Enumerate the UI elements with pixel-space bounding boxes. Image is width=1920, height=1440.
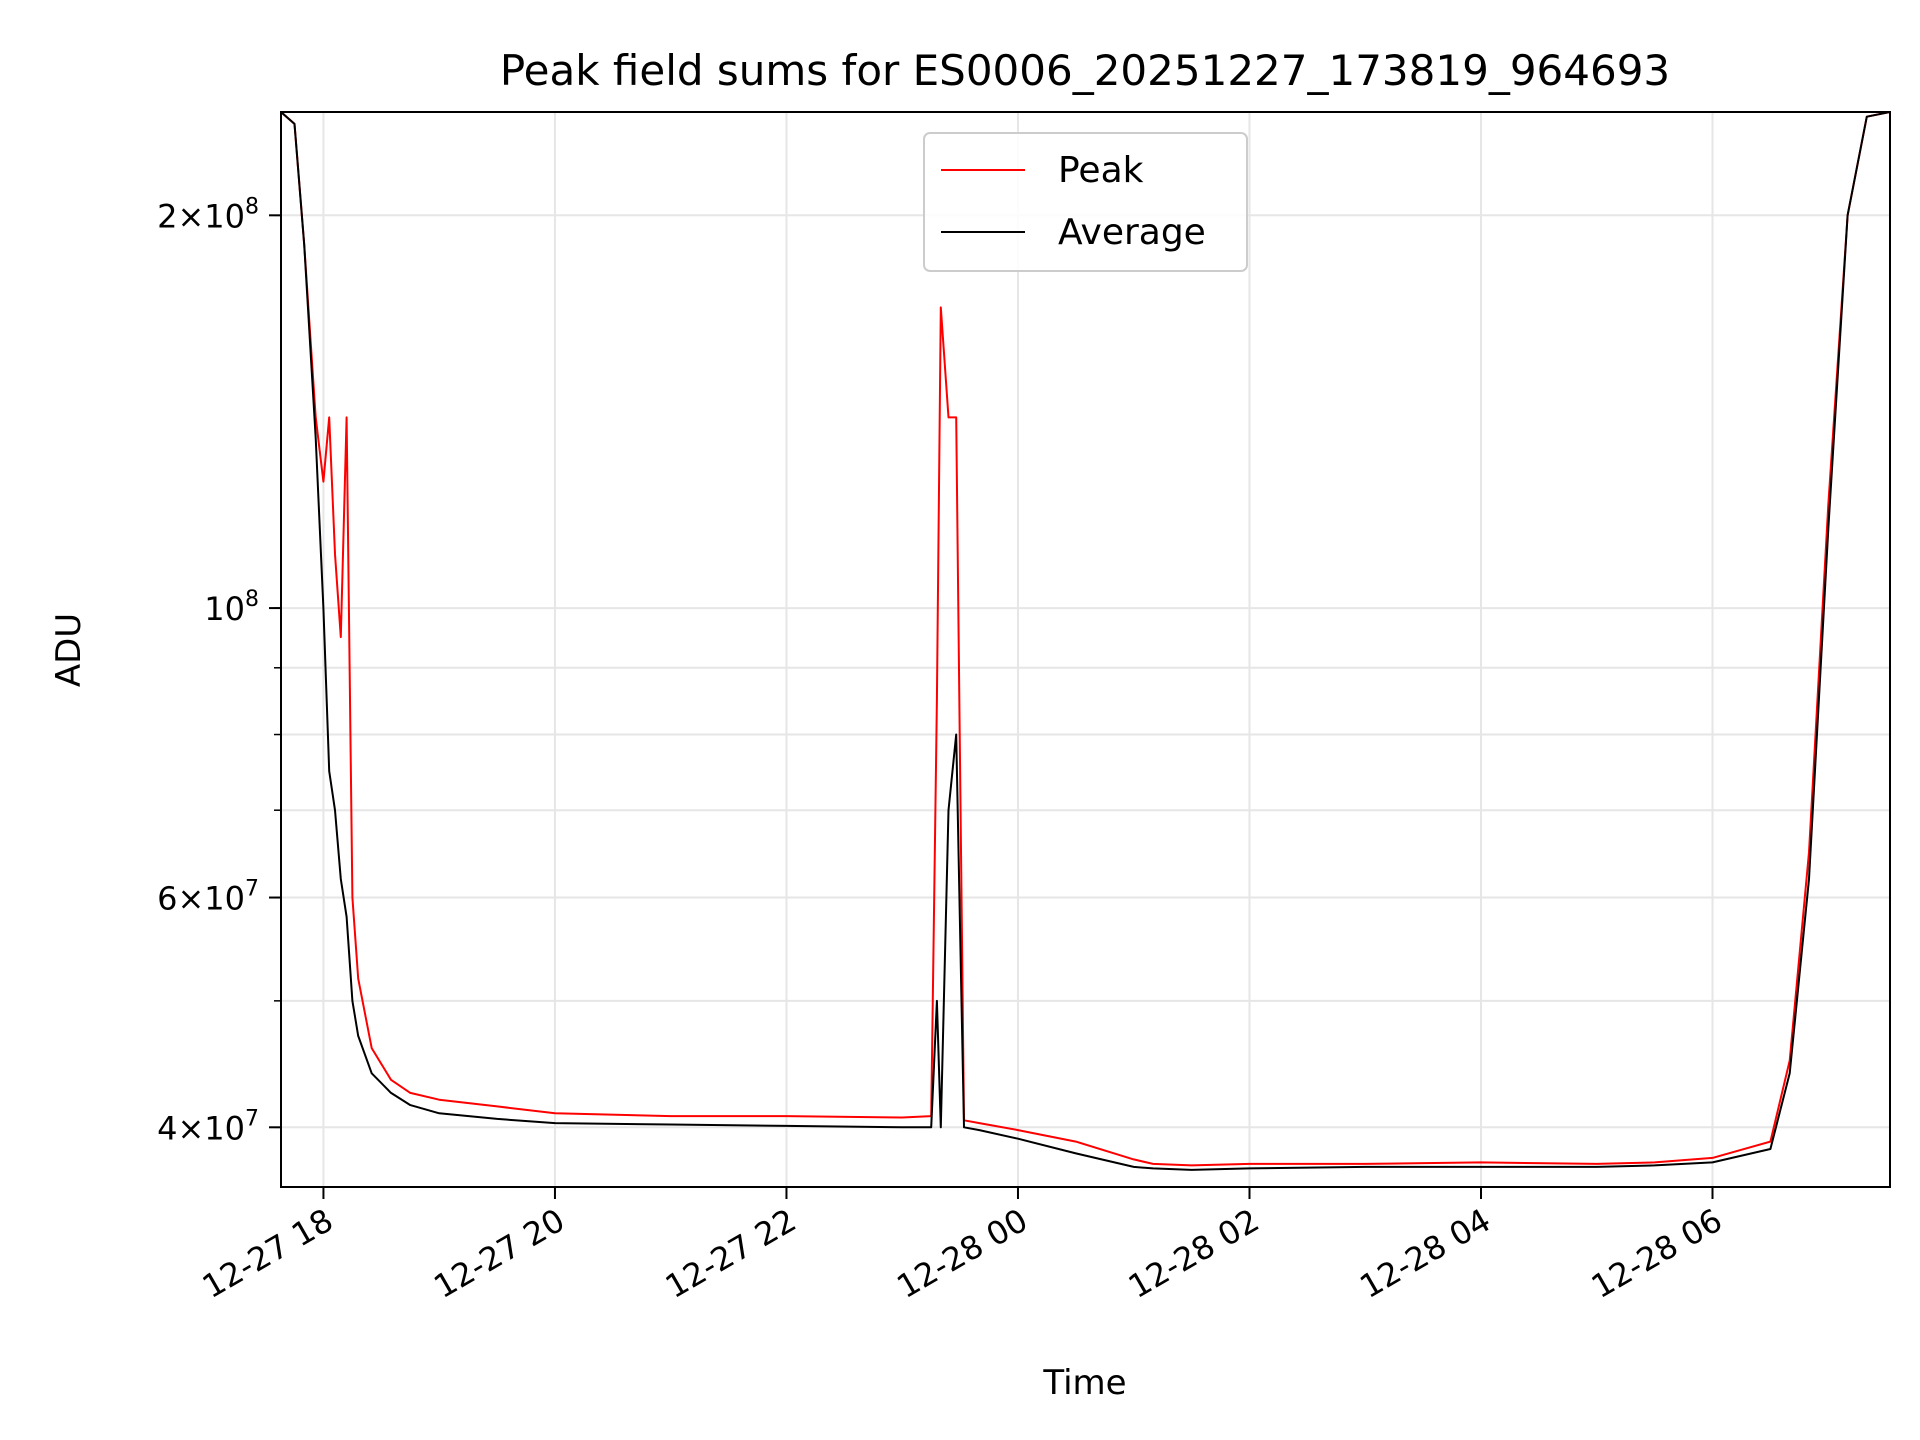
y-tick-label: 108 [204,587,259,628]
x-axis-label: Time [1042,1363,1126,1403]
series-line-average [281,112,1890,1171]
x-tick-label: 12-28 02 [1122,1201,1266,1306]
x-tick-label: 12-28 00 [890,1201,1034,1306]
y-tick-label: 4×107 [157,1106,259,1147]
series-line-peak [281,112,1890,1167]
legend: Peak Average [923,132,1248,272]
x-tick-label: 12-27 20 [427,1201,571,1306]
x-tick-label: 12-27 18 [196,1201,340,1306]
y-tick-label: 6×107 [157,877,259,918]
legend-box [923,132,1248,272]
chart-title: Peak field sums for ES0006_20251227_1738… [500,46,1670,95]
legend-label-peak: Peak [1058,150,1144,191]
x-axis-ticks: 12-27 18 12-27 20 12-27 22 12-28 00 12-28 02… [196,1187,1729,1306]
y-tick-label: 2×108 [157,194,259,235]
axes-frame [280,111,1891,1188]
legend-label-average: Average [1058,212,1206,253]
y-axis-ticks: 2×108 108 6×107 4×107 [157,194,281,1147]
x-tick-label: 12-27 22 [659,1201,803,1306]
plot-area [281,112,1890,1171]
x-tick-label: 12-28 06 [1585,1201,1729,1306]
x-tick-label: 12-28 04 [1353,1201,1497,1306]
y-axis-label: ADU [49,613,89,687]
grid-lines [281,112,1890,1187]
